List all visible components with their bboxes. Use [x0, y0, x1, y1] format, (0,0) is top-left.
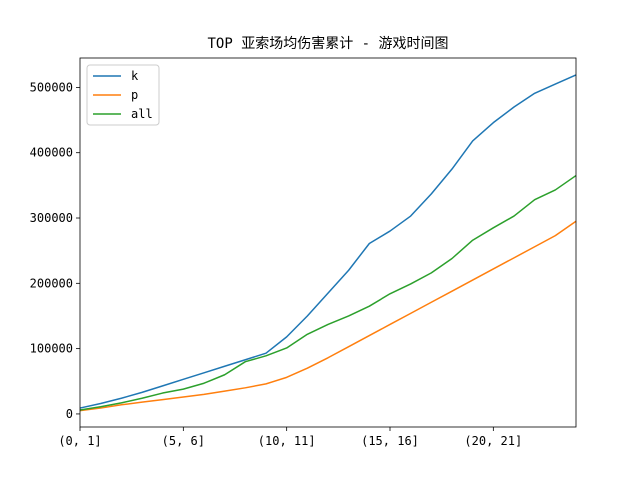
- plot-area: [80, 58, 576, 427]
- y-tick-label: 500000: [30, 80, 73, 94]
- plot-background: [80, 58, 576, 427]
- y-tick-label: 200000: [30, 276, 73, 290]
- series-lines: [79, 74, 577, 412]
- y-tick-label: 0: [66, 407, 73, 421]
- y-tick-label: 300000: [30, 211, 73, 225]
- y-tick-label: 100000: [30, 342, 73, 356]
- x-tick-label: (0, 1]: [58, 434, 101, 448]
- legend: kp all: [86, 64, 160, 126]
- y-tick-label: 400000: [30, 146, 73, 160]
- legend-label-all: all: [131, 107, 153, 121]
- legend-label-p: p: [131, 88, 138, 102]
- x-tick-label: (10, 11]: [258, 434, 316, 448]
- x-tick-label: (5, 6]: [162, 434, 205, 448]
- axes: (0, 1] (5, 6] (10, 11] (15, 16] (20, 21] 0 100…: [30, 57, 577, 448]
- x-tick-label: (20, 21]: [464, 434, 522, 448]
- axes-frame: [79, 57, 577, 428]
- legend-label-k: k: [131, 69, 139, 83]
- chart-title: TOP 亚索场均伤害累计 - 游戏时间图: [207, 35, 448, 52]
- series-line-all: [79, 174, 577, 411]
- series-line-k: [79, 74, 577, 409]
- legend-box: [86, 64, 160, 126]
- x-tick-label: (15, 16]: [361, 434, 419, 448]
- series-line-p: [79, 220, 577, 412]
